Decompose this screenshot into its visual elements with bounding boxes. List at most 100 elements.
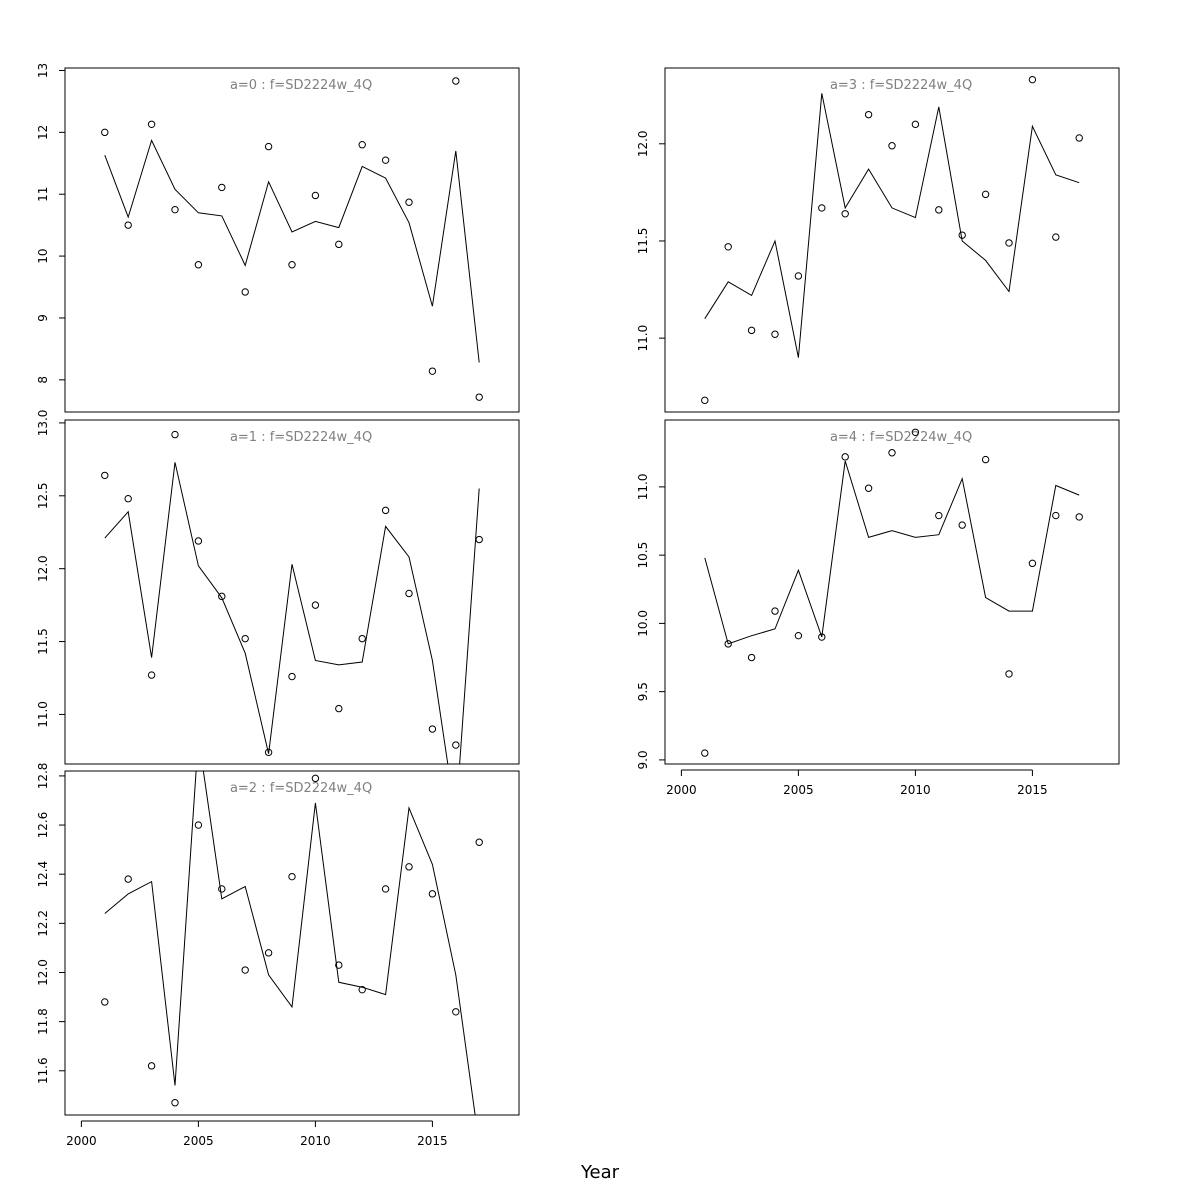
plot-area: [101, 771, 483, 1115]
panel-1: a=1 : f=SD2224w_4Q 11.0 11.5 12.0 12.5 13.0: [36, 410, 520, 765]
y-tick-label: 11.0: [636, 325, 650, 352]
data-point: [428, 367, 437, 375]
data-point: [405, 198, 413, 206]
y-tick-label: 12.8: [36, 763, 50, 790]
data-point: [1052, 511, 1060, 520]
data-point: [171, 1099, 179, 1107]
data-point: [841, 453, 849, 461]
data-point: [171, 205, 179, 214]
data-point: [794, 272, 803, 280]
y-tick-label: 10.5: [636, 542, 650, 569]
data-point: [335, 961, 343, 969]
data-point: [958, 231, 966, 239]
data-point: [124, 495, 132, 503]
y-tick-label: 9.5: [636, 682, 650, 701]
data-point: [428, 725, 437, 733]
data-point: [888, 142, 896, 150]
data-point: [864, 484, 873, 492]
data-point: [311, 191, 320, 200]
x-tick-label: 2010: [900, 783, 931, 797]
data-point: [288, 872, 296, 881]
plot-frame: [664, 419, 1120, 765]
data-point: [264, 748, 273, 757]
data-point: [1052, 233, 1060, 241]
data-point: [475, 393, 483, 401]
x-tick-label: 2005: [183, 1134, 214, 1148]
data-point: [171, 430, 179, 439]
panel-3: a=3 : f=SD2224w_4Q 11.0 11.5 12.0: [636, 67, 1120, 413]
x-tick-label: 2010: [300, 1134, 331, 1148]
data-point: [405, 863, 413, 871]
y-tick-label: 11.0: [636, 474, 650, 501]
data-point: [358, 141, 366, 149]
data-point: [264, 949, 273, 957]
panel-title: a=1 : f=SD2224w_4Q: [230, 430, 372, 445]
y-tick-label: 12.0: [36, 555, 50, 582]
data-point: [194, 261, 203, 269]
data-point: [311, 774, 320, 783]
plot-frame: [664, 67, 1120, 413]
data-point: [218, 183, 226, 192]
y-tick-label: 11.5: [36, 628, 50, 655]
data-point: [841, 210, 849, 218]
data-point: [358, 985, 366, 994]
data-point: [701, 749, 709, 757]
panel-2: a=2 : f=SD2224w_4Q 11.6 11.8 12.0 12.2 12.4 12…: [36, 763, 520, 1148]
data-point: [911, 120, 920, 129]
x-tick-label: 2000: [666, 783, 697, 797]
data-point: [358, 634, 366, 643]
y-tick-label: 11.0: [36, 701, 50, 728]
panel-title: a=0 : f=SD2224w_4Q: [230, 78, 372, 93]
data-point: [194, 537, 203, 545]
data-point: [794, 631, 803, 640]
y-tick-label: 9.0: [636, 750, 650, 769]
x-tick-label: 2015: [417, 1134, 448, 1148]
data-point: [1028, 559, 1037, 568]
data-point: [288, 261, 296, 269]
y-tick-label: 13.0: [36, 410, 50, 437]
data-point: [771, 330, 779, 338]
data-point: [428, 890, 437, 898]
data-point: [935, 511, 943, 520]
y-tick-label: 10: [36, 248, 50, 263]
plot-area: [101, 77, 483, 401]
fitted-line: [704, 460, 1080, 645]
y-tick-label: 12.5: [36, 482, 50, 509]
plot-area: [101, 430, 483, 764]
data-point: [452, 77, 460, 85]
y-tick-label: 11.6: [36, 1057, 50, 1084]
y-tick-label: 9: [36, 314, 50, 322]
y-tick-label: 13: [36, 63, 50, 78]
data-point: [147, 1062, 156, 1070]
fitted-line: [104, 462, 480, 764]
data-point: [1075, 134, 1083, 142]
x-axis-label: Year: [580, 1162, 620, 1183]
data-point: [264, 142, 273, 151]
plot-area: [701, 428, 1083, 757]
x-tick-label: 2000: [66, 1134, 97, 1148]
data-point: [888, 449, 896, 457]
data-point: [1028, 75, 1037, 84]
fitted-line: [704, 93, 1080, 358]
data-point: [101, 471, 109, 480]
data-point: [771, 607, 779, 615]
data-point: [475, 838, 483, 846]
plot-frame: [64, 770, 520, 1116]
y-tick-label: 8: [36, 376, 50, 384]
data-point: [241, 288, 249, 296]
panel-title: a=3 : f=SD2224w_4Q: [830, 78, 972, 93]
data-point: [241, 966, 249, 974]
y-tick-label: 11: [36, 187, 50, 202]
data-point: [381, 156, 390, 164]
data-point: [724, 243, 732, 251]
data-point: [747, 326, 756, 335]
y-tick-label: 12.0: [36, 959, 50, 986]
panel-title: a=2 : f=SD2224w_4Q: [230, 781, 372, 796]
data-point: [958, 521, 966, 529]
fitted-line: [104, 139, 480, 363]
data-point: [147, 671, 156, 679]
x-tick-label: 2005: [783, 783, 814, 797]
data-point: [381, 506, 390, 515]
data-point: [194, 821, 203, 829]
